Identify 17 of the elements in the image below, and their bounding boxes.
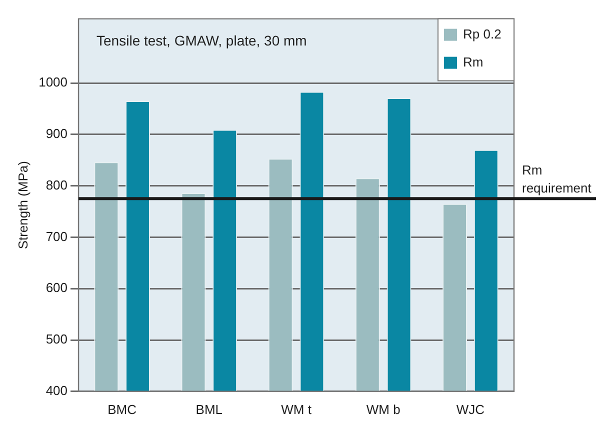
- y-tick-label: 500: [46, 332, 68, 347]
- y-tick-label: 700: [46, 228, 68, 244]
- y-tick-label: 600: [46, 280, 68, 296]
- ref-line-label: Rm requirement: [522, 162, 592, 196]
- x-tick-label: WM t: [281, 402, 312, 417]
- y-tick-label: 400: [46, 382, 68, 398]
- x-tick-label: WJC: [456, 402, 485, 417]
- y-axis-title: Strength (MPa): [15, 161, 30, 250]
- x-tick-label: BMC: [108, 402, 137, 417]
- y-tick-label: 900: [46, 126, 68, 142]
- x-tick-label: BML: [196, 402, 223, 417]
- text: Tensile test, GMAW, plate, 30 mm: [96, 32, 307, 49]
- legend-label: Rp 0.2: [463, 26, 502, 42]
- y-tick-label: 800: [46, 177, 68, 192]
- legend-label: Rm: [463, 54, 484, 70]
- x-tick-label: WM b: [366, 402, 400, 417]
- y-tick-label: 1000: [38, 74, 68, 90]
